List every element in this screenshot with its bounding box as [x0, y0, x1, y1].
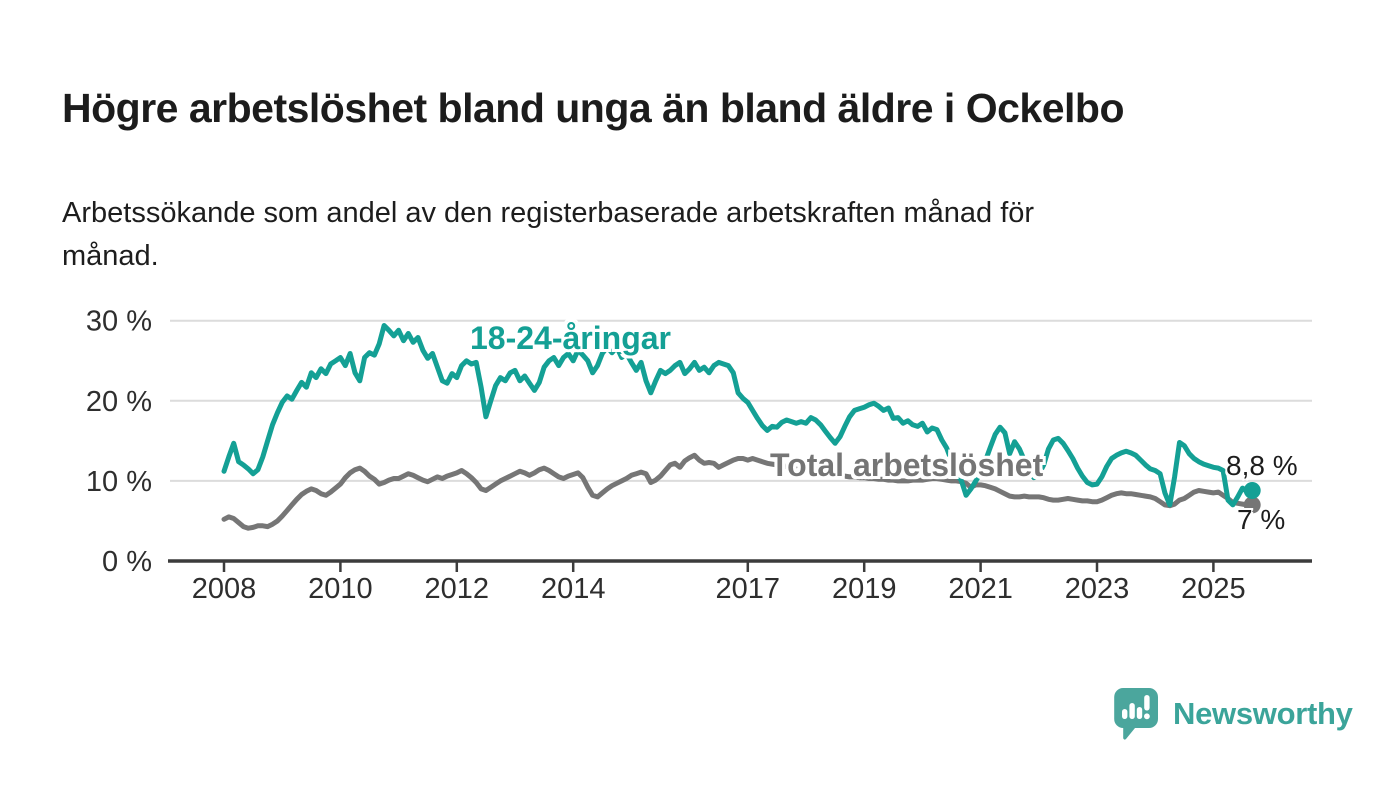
- series-label-youth: 18-24-åringar: [470, 320, 671, 356]
- x-tick-label: 2017: [716, 573, 781, 605]
- x-tick-label: 2019: [832, 573, 897, 605]
- y-tick-label: 30 %: [86, 306, 152, 338]
- x-tick-label: 2023: [1065, 573, 1130, 605]
- end-value-label-total: 7 %: [1237, 504, 1286, 535]
- chart-subtitle-line1: Arbetssökande som andel av den registerb…: [62, 197, 1035, 229]
- y-tick-label: 0 %: [102, 546, 152, 578]
- y-tick-label: 10 %: [86, 466, 152, 498]
- brand-name: Newsworthy: [1173, 696, 1353, 731]
- page-title: Högre arbetslöshet bland unga än bland ä…: [62, 85, 1124, 132]
- chart-subtitle-line2: månad.: [62, 240, 159, 272]
- end-value-label-youth: 8,8 %: [1226, 450, 1298, 481]
- x-tick-label: 2010: [308, 573, 373, 605]
- newsworthy-logo-icon: [1114, 688, 1158, 740]
- series-end-dot-youth: [1243, 482, 1261, 500]
- chart-subtitle: Arbetssökande som andel av den registerb…: [62, 192, 1302, 278]
- x-tick-label: 2012: [425, 573, 490, 605]
- x-tick-label: 2025: [1181, 573, 1246, 605]
- series-line-total: [221, 452, 1255, 531]
- x-tick-label: 2008: [192, 573, 257, 605]
- series-label-total: Total arbetslöshet: [770, 447, 1044, 483]
- x-tick-label: 2014: [541, 573, 606, 605]
- brand-footer: Newsworthy: [1113, 686, 1353, 742]
- y-tick-label: 20 %: [86, 386, 152, 418]
- x-tick-label: 2021: [948, 573, 1013, 605]
- series-line-youth: [221, 323, 1255, 508]
- series-end-dot-total: [1243, 496, 1261, 514]
